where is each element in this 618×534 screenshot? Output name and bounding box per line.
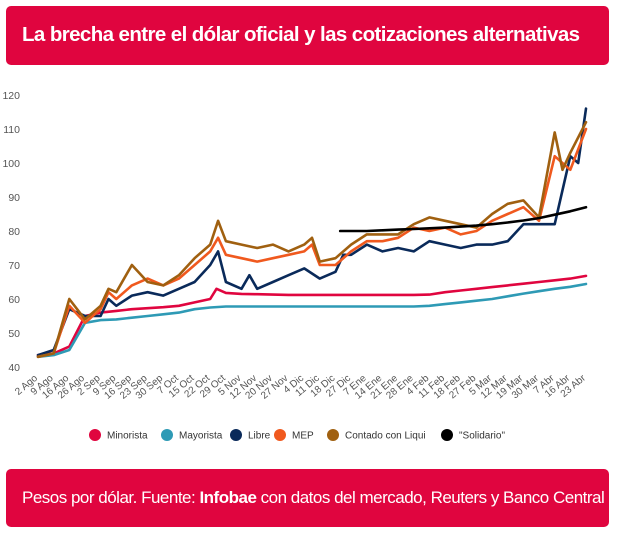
series-line bbox=[36, 274, 588, 357]
legend-marker bbox=[230, 429, 242, 441]
chart-title: La brecha entre el dólar oficial y las c… bbox=[22, 23, 580, 46]
y-tick-label: 60 bbox=[8, 294, 20, 306]
y-tick-label: 40 bbox=[8, 362, 20, 374]
legend-item: "Solidario" bbox=[441, 429, 505, 442]
legend-label: Minorista bbox=[107, 431, 148, 442]
y-tick-label: 110 bbox=[3, 124, 20, 136]
source-suffix: con datos del mercado, Reuters y Banco C… bbox=[256, 488, 605, 507]
legend-marker bbox=[327, 429, 339, 441]
source-banner: Pesos por dólar. Fuente: Infobae con dat… bbox=[6, 469, 609, 527]
y-axis: 40 50 60 70 80 90 100 110 120 bbox=[2, 90, 20, 374]
y-tick-label: 50 bbox=[8, 328, 20, 340]
series-lines bbox=[36, 107, 588, 359]
legend-marker bbox=[89, 429, 101, 441]
legend-label: Mayorista bbox=[179, 431, 223, 442]
title-banner: La brecha entre el dólar oficial y las c… bbox=[6, 6, 609, 65]
y-tick-label: 100 bbox=[2, 158, 20, 170]
legend-item: Mayorista bbox=[161, 429, 223, 442]
legend-marker bbox=[441, 429, 453, 441]
series-line bbox=[36, 120, 588, 359]
legend: Minorista Mayorista Libre MEP Contado con Li… bbox=[89, 429, 505, 442]
legend-item: MEP bbox=[274, 429, 314, 442]
series-line bbox=[36, 282, 588, 359]
legend-item: Minorista bbox=[89, 429, 148, 442]
legend-item: Libre bbox=[230, 429, 271, 442]
legend-item: Contado con Liqui bbox=[327, 429, 426, 442]
source-prefix: Pesos por dólar. Fuente: bbox=[22, 488, 200, 507]
y-tick-label: 80 bbox=[8, 226, 20, 238]
y-tick-label: 120 bbox=[2, 90, 20, 102]
series-line bbox=[338, 205, 588, 233]
source-name: Infobae bbox=[199, 488, 257, 507]
y-tick-label: 70 bbox=[8, 260, 20, 272]
legend-label: "Solidario" bbox=[459, 431, 505, 442]
series-line bbox=[36, 107, 588, 357]
legend-marker bbox=[161, 429, 173, 441]
legend-label: MEP bbox=[292, 431, 314, 442]
legend-label: Libre bbox=[248, 431, 271, 442]
source-note: Pesos por dólar. Fuente: Infobae con dat… bbox=[22, 488, 605, 508]
legend-marker bbox=[274, 429, 286, 441]
legend-label: Contado con Liqui bbox=[345, 431, 426, 442]
y-tick-label: 90 bbox=[8, 192, 20, 204]
